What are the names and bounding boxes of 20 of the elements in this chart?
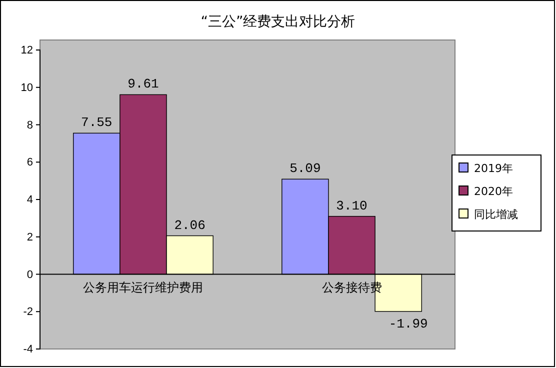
y-tick-label: 4 xyxy=(26,194,33,206)
chart-title: “三公”经费支出对比分析 xyxy=(200,14,356,30)
legend-label: 2019年 xyxy=(474,162,513,175)
legend-label: 2020年 xyxy=(474,185,513,198)
y-tick-label: -4 xyxy=(23,344,33,356)
y-tick-label: 12 xyxy=(20,44,33,57)
y-tick-label: 10 xyxy=(20,82,33,94)
data-label: 7.55 xyxy=(81,115,112,130)
data-label: 2.06 xyxy=(174,218,206,233)
data-label: 9.61 xyxy=(128,76,160,92)
data-label: -1.99 xyxy=(388,316,428,332)
data-label: 5.09 xyxy=(290,161,321,176)
y-tick-label: 0 xyxy=(26,268,33,281)
y-tick-label: 6 xyxy=(26,156,33,169)
data-label: 3.10 xyxy=(336,198,368,214)
y-tick-label: -2 xyxy=(23,306,33,318)
y-tick-label: 2 xyxy=(26,231,33,244)
y-tick-label: 8 xyxy=(26,119,33,132)
x-tick-label: 公务用车运行维护费用 xyxy=(83,280,204,295)
legend-label: 同比增减 xyxy=(474,208,518,221)
